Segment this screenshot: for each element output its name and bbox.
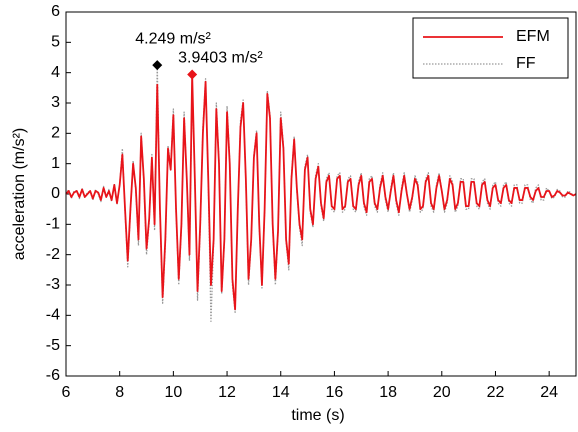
x-axis-label: time (s) <box>291 407 344 424</box>
x-tick-label: 16 <box>326 384 344 401</box>
x-tick-label: 18 <box>379 384 397 401</box>
y-tick-label: 6 <box>51 3 60 20</box>
y-axis-label: acceleration (m/s²) <box>11 128 28 260</box>
annotation-marker <box>187 69 198 80</box>
y-tick-label: -2 <box>46 246 60 263</box>
x-tick-label: 14 <box>272 384 290 401</box>
y-tick-label: -5 <box>46 337 60 354</box>
legend-box <box>412 17 569 79</box>
x-tick-label: 24 <box>540 384 558 401</box>
y-tick-label: 1 <box>51 155 60 172</box>
y-tick-label: -6 <box>46 367 60 384</box>
legend-label: EFM <box>516 28 550 45</box>
x-tick-label: 6 <box>62 384 71 401</box>
y-tick-label: -4 <box>46 307 60 324</box>
y-tick-label: -3 <box>46 276 60 293</box>
y-tick-label: 0 <box>51 185 60 202</box>
x-tick-label: 8 <box>115 384 124 401</box>
legend-label: FF <box>516 55 536 72</box>
y-tick-label: 4 <box>51 64 60 81</box>
y-tick-label: 2 <box>51 125 60 142</box>
y-tick-label: 3 <box>51 94 60 111</box>
plot-frame <box>65 11 577 377</box>
annotation-label: 4.249 m/s² <box>135 30 211 47</box>
annotation-marker <box>152 60 163 71</box>
y-tick-label: -1 <box>46 216 60 233</box>
annotation-label: 3.9403 m/s² <box>178 50 263 67</box>
y-tick-label: 5 <box>51 34 60 51</box>
series-line <box>65 73 577 311</box>
x-tick-label: 22 <box>487 384 505 401</box>
x-tick-label: 12 <box>218 384 236 401</box>
x-tick-label: 20 <box>433 384 451 401</box>
x-tick-label: 10 <box>164 384 182 401</box>
